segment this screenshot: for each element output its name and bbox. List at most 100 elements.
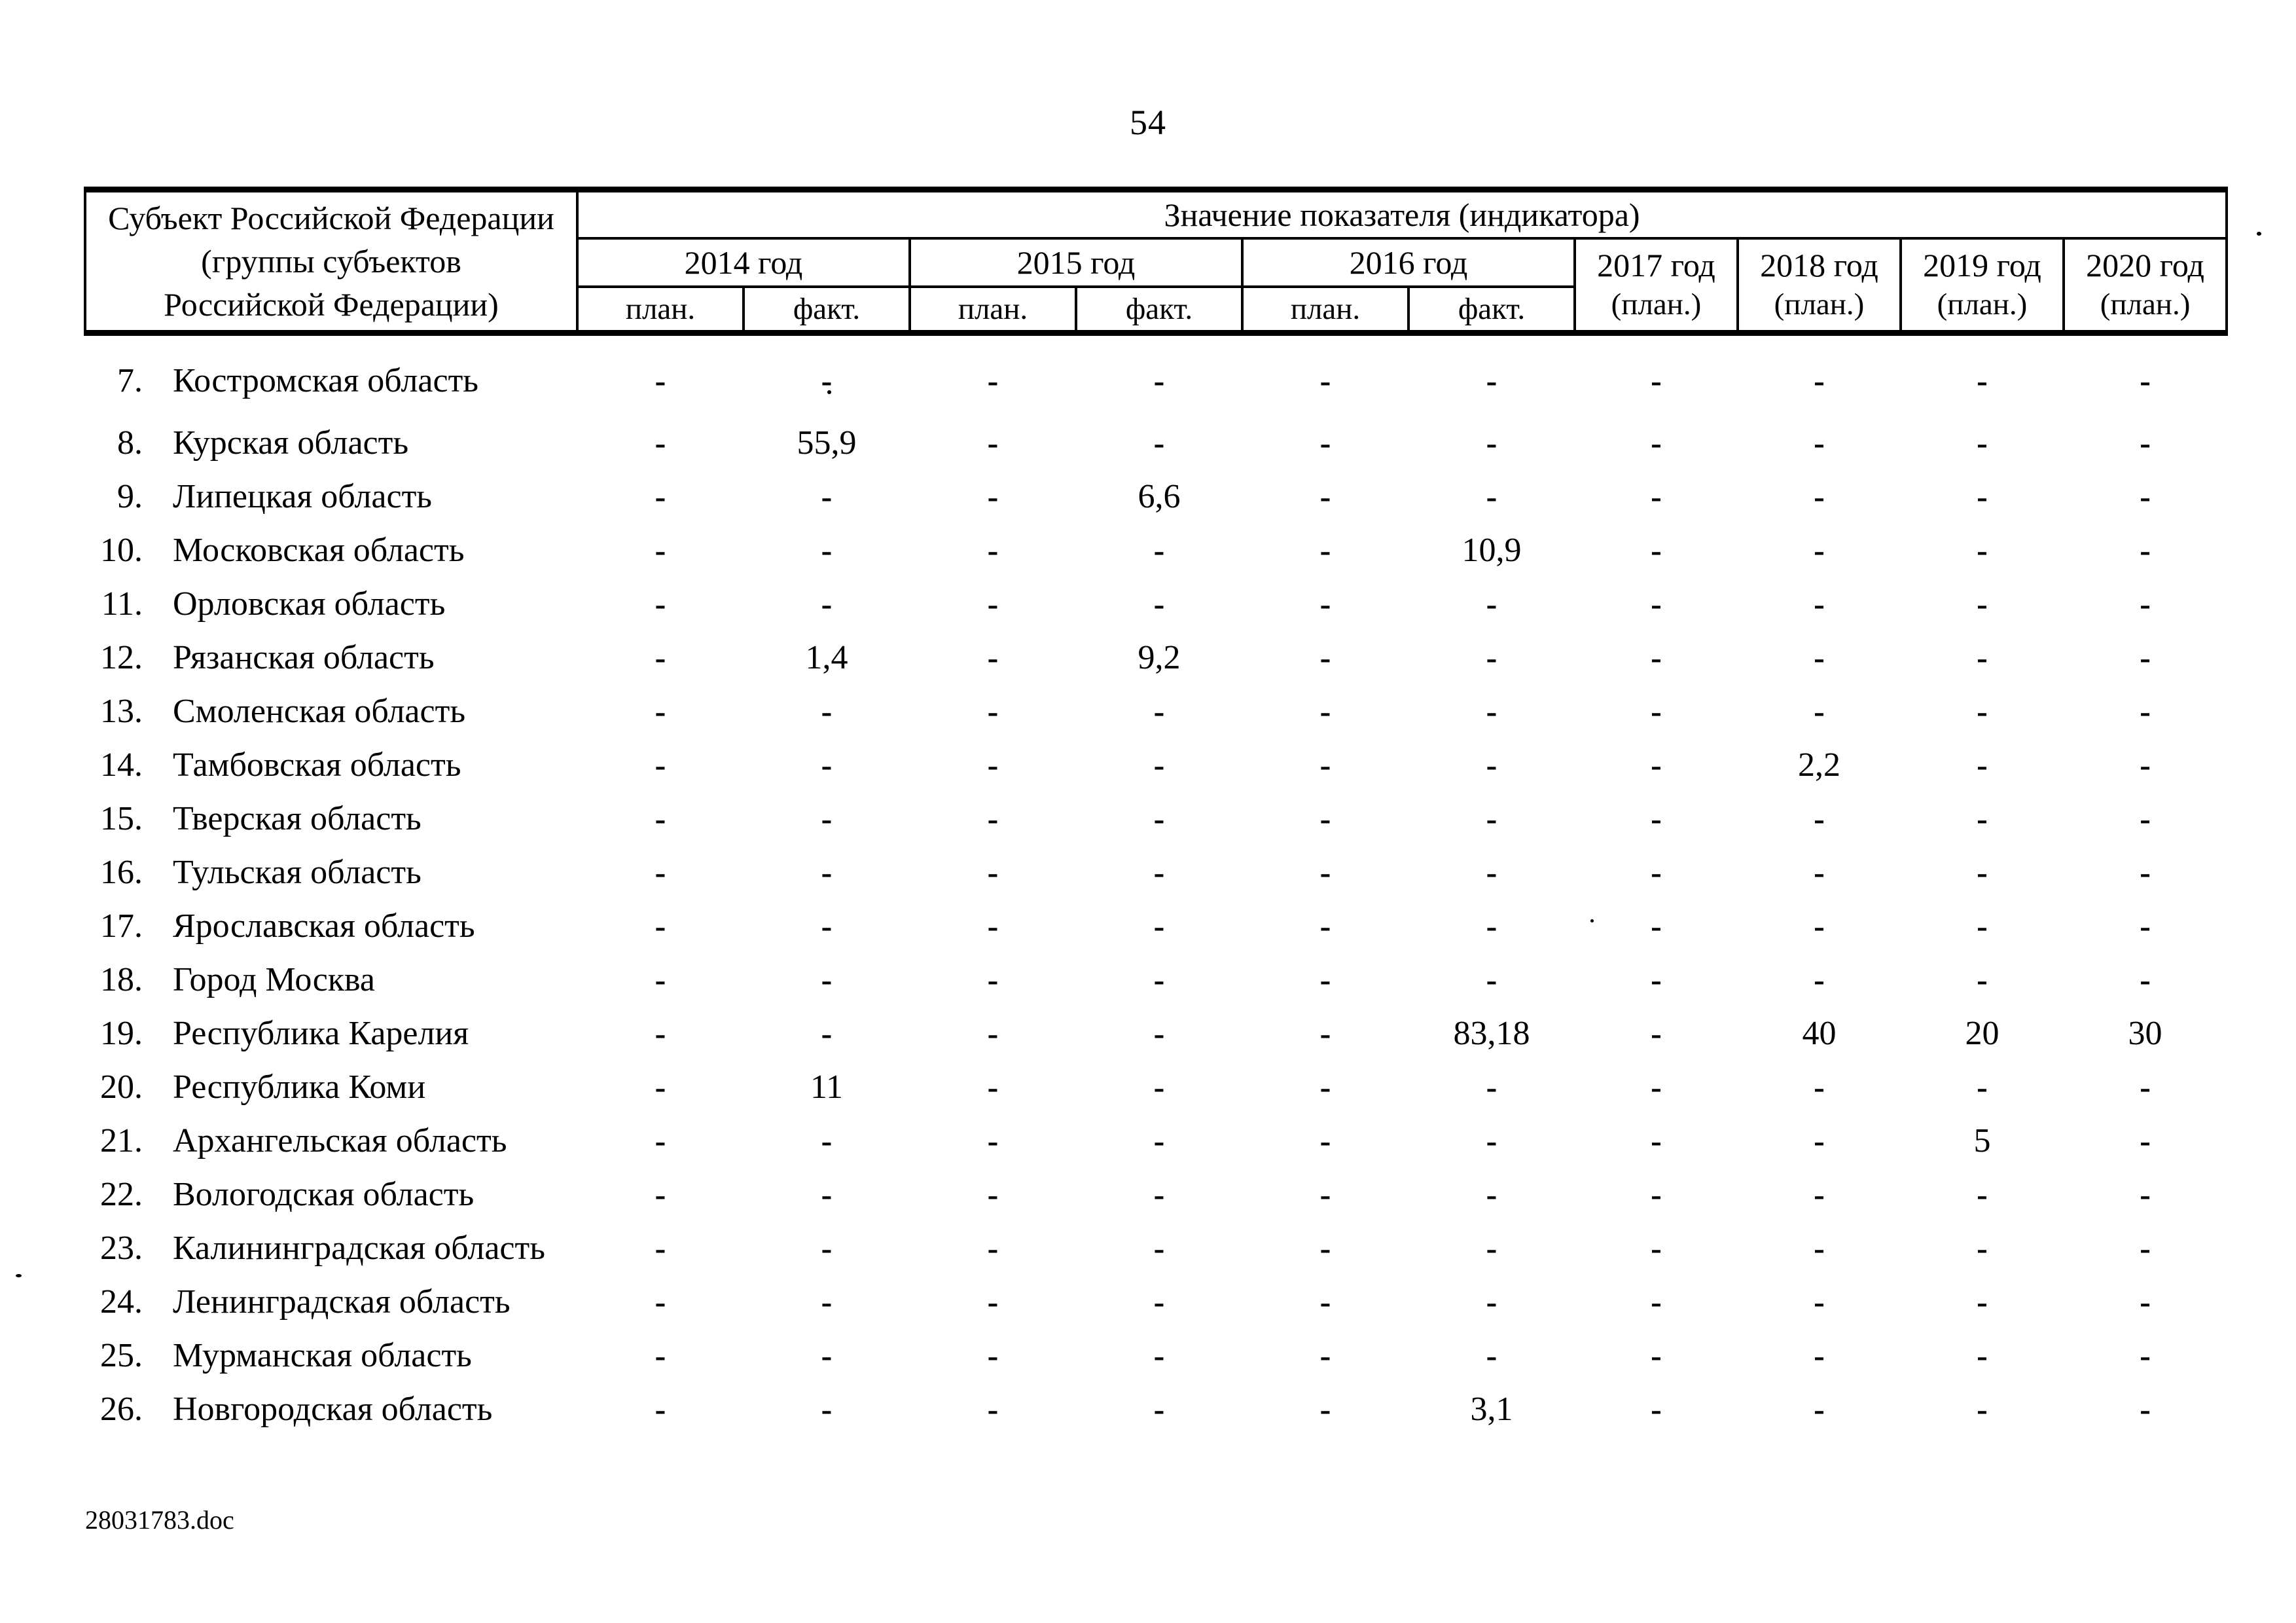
value-cell: - bbox=[1651, 532, 1662, 568]
value-cell: - bbox=[1319, 362, 1331, 399]
value-cell: - bbox=[1153, 585, 1165, 622]
value-cell: - bbox=[821, 532, 833, 568]
value-cell: - bbox=[1153, 746, 1165, 783]
value-cell: - bbox=[821, 1176, 833, 1213]
subject-cell: 15. Тверская область bbox=[85, 792, 577, 845]
value-cell: - bbox=[1486, 1122, 1498, 1159]
subject-cell: 9. Липецкая область bbox=[85, 469, 577, 523]
value-cell: - bbox=[987, 1122, 999, 1159]
row-number: 24. bbox=[100, 1283, 143, 1321]
value-cell: - bbox=[1153, 1176, 1165, 1213]
value-cell: - bbox=[1319, 961, 1331, 998]
value-cell: - bbox=[1486, 746, 1498, 783]
year-2019-plan-suffix: (план.) bbox=[1937, 287, 2028, 321]
year-2018-plan-suffix: (план.) bbox=[1774, 287, 1865, 321]
value-cell: - bbox=[1153, 1068, 1165, 1105]
scan-speck bbox=[1590, 919, 1594, 922]
value-cell: - bbox=[1486, 693, 1498, 729]
row-number: 21. bbox=[100, 1122, 143, 1159]
value-cell: - bbox=[821, 693, 833, 729]
value-cell: - bbox=[1651, 1230, 1662, 1266]
value-cell: - bbox=[987, 478, 999, 515]
year-2018-label: 2018 год bbox=[1760, 247, 1878, 283]
row-number: 9. bbox=[117, 477, 143, 515]
header-row-top: Субъект Российской Федерации (группы суб… bbox=[84, 187, 2229, 336]
region-name: Калининградская область bbox=[173, 1229, 545, 1267]
value-cell: - bbox=[655, 1391, 666, 1427]
value-cell: - bbox=[1651, 362, 1662, 399]
value-cell: - bbox=[1319, 585, 1331, 622]
region-name: Вологодская область bbox=[173, 1175, 475, 1213]
value-cell: - bbox=[2140, 1391, 2151, 1427]
row-number: 20. bbox=[100, 1068, 143, 1106]
region-name: Тульская область bbox=[173, 853, 422, 891]
value-cell: - bbox=[1153, 854, 1165, 890]
value-cell: - bbox=[1977, 854, 1988, 890]
value-cell: - bbox=[1651, 1176, 1662, 1213]
value-cell: - bbox=[1153, 800, 1165, 837]
value-cell: - bbox=[1319, 1337, 1331, 1374]
region-name: Тамбовская область bbox=[173, 746, 461, 784]
value-cell: - bbox=[2140, 362, 2151, 399]
region-name: Ярославская область bbox=[173, 907, 475, 945]
value-cell: - bbox=[655, 639, 666, 676]
value-cell: - bbox=[1486, 854, 1498, 890]
value-cell: - bbox=[821, 746, 833, 783]
value-cell: - bbox=[655, 362, 666, 399]
table-row: 13. Смоленская область - - - - - - - - -… bbox=[85, 684, 2227, 738]
value-cell: - bbox=[1153, 1015, 1165, 1051]
row-number: 26. bbox=[100, 1390, 143, 1428]
value-cell: - bbox=[1814, 1391, 1825, 1427]
value-cell: - bbox=[2140, 1176, 2151, 1213]
scan-speck bbox=[827, 390, 831, 394]
row-number: 11. bbox=[101, 585, 143, 623]
value-cell: - bbox=[821, 961, 833, 998]
value-cell: - bbox=[2140, 854, 2151, 890]
value-cell: 30 bbox=[2128, 1014, 2162, 1052]
header-row-years: 2014 год 2015 год 2016 год 2017 год (пла… bbox=[85, 237, 2229, 336]
value-cell: - bbox=[1814, 1176, 1825, 1213]
value-cell: - bbox=[987, 424, 999, 461]
value-cell: - bbox=[987, 1176, 999, 1213]
indicator-table: Субъект Российской Федерации (группы суб… bbox=[84, 187, 2229, 1436]
value-cell: - bbox=[821, 478, 833, 515]
value-cell: - bbox=[655, 1283, 666, 1320]
value-cell: - bbox=[1486, 907, 1498, 944]
value-cell: - bbox=[1486, 1068, 1498, 1105]
row-number: 23. bbox=[100, 1229, 143, 1267]
value-cell: - bbox=[821, 362, 833, 399]
value-cell: - bbox=[1814, 478, 1825, 515]
region-name: Костромская область bbox=[173, 361, 479, 399]
value-cell: - bbox=[1977, 585, 1988, 622]
year-2014-header: 2014 год bbox=[576, 237, 911, 288]
value-cell: - bbox=[655, 1337, 666, 1374]
region-name: Новгородская область bbox=[173, 1390, 493, 1428]
value-cell: - bbox=[1486, 1230, 1498, 1266]
value-cell: - bbox=[2140, 1068, 2151, 1105]
region-name: Город Москва bbox=[173, 960, 375, 998]
value-cell: - bbox=[1977, 800, 1988, 837]
value-cell: - bbox=[1651, 961, 1662, 998]
value-cell: 5 bbox=[1973, 1122, 1991, 1159]
table-row: 23. Калининградская область - - - - - - … bbox=[85, 1221, 2227, 1275]
value-cell: - bbox=[987, 1015, 999, 1051]
value-cell: - bbox=[2140, 1122, 2151, 1159]
value-cell: - bbox=[987, 1283, 999, 1320]
value-cell: - bbox=[655, 1068, 666, 1105]
value-cell: - bbox=[1651, 478, 1662, 515]
value-cell: - bbox=[1651, 1015, 1662, 1051]
subject-column-header: Субъект Российской Федерации (группы суб… bbox=[84, 187, 579, 336]
year-2017-plan-suffix: (план.) bbox=[1611, 287, 1702, 321]
value-cell: - bbox=[2140, 639, 2151, 676]
value-cell: 9,2 bbox=[1138, 638, 1181, 676]
value-cell: - bbox=[2140, 961, 2151, 998]
table-row: 15. Тверская область - - - - - - - - - - bbox=[85, 792, 2227, 845]
value-cell: - bbox=[655, 585, 666, 622]
value-cell: - bbox=[1153, 1122, 1165, 1159]
value-cell: - bbox=[1651, 1337, 1662, 1374]
value-cell: - bbox=[1153, 1230, 1165, 1266]
region-name: Курская область bbox=[173, 424, 409, 462]
value-cell: - bbox=[1319, 746, 1331, 783]
value-cell: - bbox=[1486, 362, 1498, 399]
value-cell: - bbox=[655, 800, 666, 837]
